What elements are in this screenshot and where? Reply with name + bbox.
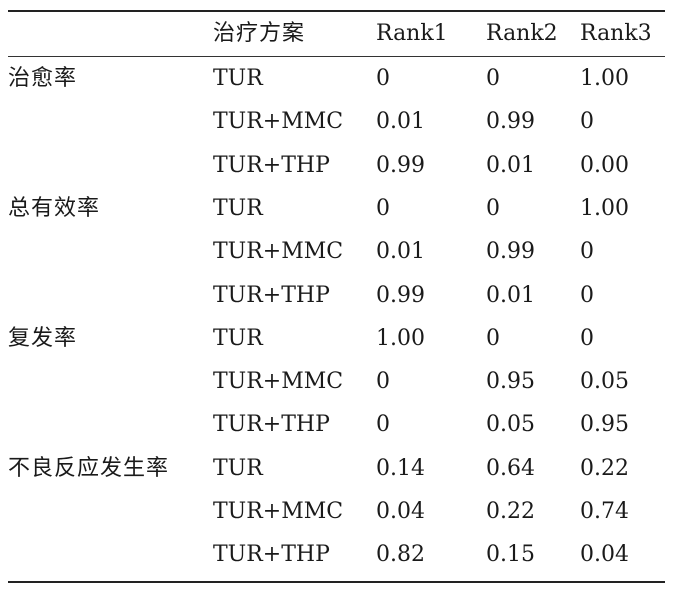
rank2-cell: 0.01 [486,282,535,308]
header-rank3: Rank3 [580,21,652,46]
rank3-cell: 0 [580,325,594,351]
treatment-cell: TUR+MMC [213,109,344,135]
rank2-cell: 0 [486,195,500,221]
table-row: TUR+THP 0 0.05 0.95 [8,403,665,446]
rank3-cell: 0 [580,282,594,308]
table-row: TUR+MMC 0.01 0.99 0 [8,100,665,143]
rank3-cell: 0.00 [580,152,629,178]
indicator-label: 治愈率 [8,66,78,91]
treatment-cell: TUR+THP [213,282,330,308]
rank2-cell: 0.99 [486,239,535,265]
table-header-row: 治疗方案 Rank1 Rank2 Rank3 [8,14,665,54]
rank3-cell: 0 [580,109,594,135]
header-treatment: 治疗方案 [213,21,306,46]
indicator-label: 不良反应发生率 [8,455,170,481]
rank3-cell: 1.00 [580,195,629,221]
table-row: 总有效率 TUR 0 0 1.00 [8,187,665,230]
table-row: TUR+MMC 0.01 0.99 0 [8,230,665,273]
rank2-cell: 0.95 [486,369,535,395]
rank2-cell: 0.15 [486,542,535,568]
treatment-cell: TUR+MMC [213,499,344,524]
indicator-label: 复发率 [8,325,78,351]
rank3-cell: 0.22 [580,455,629,481]
treatment-cell: TUR+MMC [213,369,344,395]
table-top-rule [8,10,665,12]
rank1-cell: 1.00 [376,325,425,351]
rank2-cell: 0.01 [486,152,535,178]
header-rank1: Rank1 [376,21,448,46]
table-row: TUR+MMC 0.04 0.22 0.74 [8,490,665,533]
rank3-cell: 1.00 [580,66,629,91]
rank1-cell: 0 [376,412,390,438]
rank1-cell: 0.04 [376,499,425,524]
rank1-cell: 0 [376,195,390,221]
table-row: TUR+THP 0.99 0.01 0.00 [8,144,665,187]
rank1-cell: 0.82 [376,542,425,568]
rank1-cell: 0.01 [376,239,425,265]
rank2-cell: 0 [486,325,500,351]
rank1-cell: 0 [376,369,390,395]
rank2-cell: 0.22 [486,499,535,524]
table-row: 不良反应发生率 TUR 0.14 0.64 0.22 [8,447,665,490]
treatment-cell: TUR [213,66,263,91]
header-rank2: Rank2 [486,21,558,46]
table-row: 治愈率 TUR 0 0 1.00 [8,57,665,100]
rank1-cell: 0 [376,66,390,91]
rank1-cell: 0.99 [376,152,425,178]
rank3-cell: 0.05 [580,369,629,395]
table-row: TUR+MMC 0 0.95 0.05 [8,360,665,403]
rank1-cell: 0.01 [376,109,425,135]
treatment-cell: TUR+THP [213,412,330,438]
treatment-cell: TUR [213,325,263,351]
rank1-cell: 0.99 [376,282,425,308]
treatment-cell: TUR+MMC [213,239,344,265]
rank3-cell: 0.04 [580,542,629,568]
rank2-cell: 0.05 [486,412,535,438]
treatment-cell: TUR+THP [213,152,330,178]
rank2-cell: 0.99 [486,109,535,135]
table-row: TUR+THP 0.99 0.01 0 [8,274,665,317]
treatment-cell: TUR [213,195,263,221]
table-row: 复发率 TUR 1.00 0 0 [8,317,665,360]
treatment-cell: TUR [213,455,263,481]
rank3-cell: 0.95 [580,412,629,438]
rank2-cell: 0 [486,66,500,91]
rank2-cell: 0.64 [486,455,535,481]
rank3-cell: 0.74 [580,499,629,524]
rank1-cell: 0.14 [376,455,425,481]
table-row: TUR+THP 0.82 0.15 0.04 [8,533,665,576]
table-bottom-rule [8,581,665,583]
treatment-cell: TUR+THP [213,542,330,568]
table-header-rule [8,56,665,57]
indicator-label: 总有效率 [8,195,101,221]
rank3-cell: 0 [580,239,594,265]
